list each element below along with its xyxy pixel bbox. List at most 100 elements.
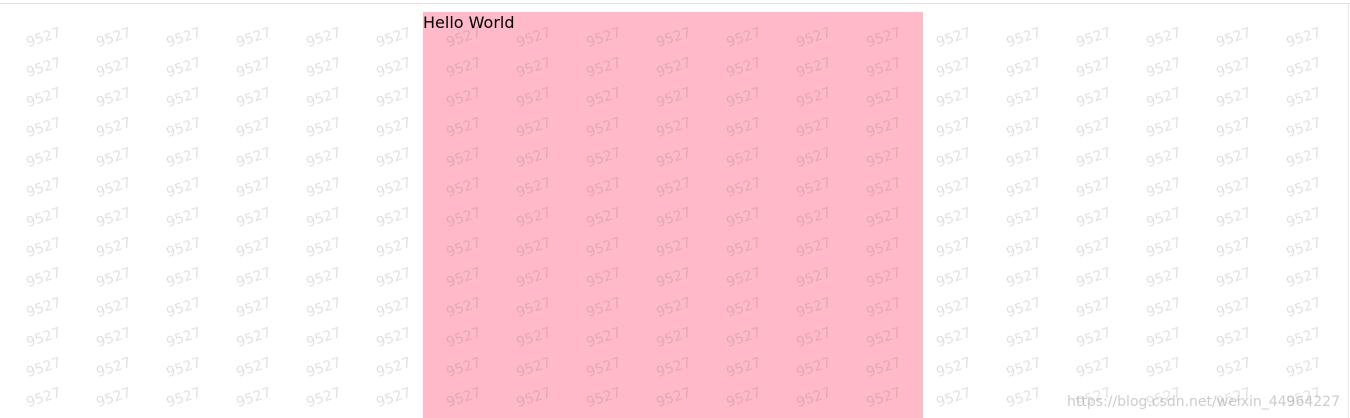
watermark-text: 9527 xyxy=(164,144,204,171)
watermark-text: 9527 xyxy=(94,264,134,291)
watermark-text: 9527 xyxy=(1074,294,1114,321)
watermark-text: 9527 xyxy=(234,54,274,81)
watermark-text: 9527 xyxy=(1284,84,1324,111)
watermark-text: 9527 xyxy=(94,144,134,171)
watermark-text: 9527 xyxy=(1144,294,1184,321)
watermark-text: 9527 xyxy=(1144,24,1184,51)
watermark-text: 9527 xyxy=(374,384,414,411)
watermark-text: 9527 xyxy=(234,264,274,291)
watermark-text: 9527 xyxy=(374,144,414,171)
watermark-text: 9527 xyxy=(94,24,134,51)
watermark-text: 9527 xyxy=(374,24,414,51)
watermark-text: 9527 xyxy=(94,324,134,351)
watermark-text: 9527 xyxy=(934,114,974,141)
watermark-text: 9527 xyxy=(234,84,274,111)
watermark-text: 9527 xyxy=(374,324,414,351)
watermark-text: 9527 xyxy=(934,294,974,321)
watermark-text: 9527 xyxy=(234,144,274,171)
watermark-text: 9527 xyxy=(234,324,274,351)
watermark-text: 9527 xyxy=(934,264,974,291)
watermark-text: 9527 xyxy=(1284,174,1324,201)
watermark-text: 9527 xyxy=(1004,354,1044,381)
watermark-text: 9527 xyxy=(1144,144,1184,171)
watermark-text: 9527 xyxy=(1284,354,1324,381)
watermark-text: 9527 xyxy=(94,354,134,381)
watermark-text: 9527 xyxy=(1144,324,1184,351)
watermark-text: 9527 xyxy=(1004,204,1044,231)
watermark-text: 9527 xyxy=(1284,294,1324,321)
watermark-text: 9527 xyxy=(1214,84,1254,111)
watermark-text: 9527 xyxy=(94,294,134,321)
watermark-text: 9527 xyxy=(304,384,344,411)
watermark-text: 9527 xyxy=(164,24,204,51)
watermark-text: 9527 xyxy=(1074,24,1114,51)
watermark-text: 9527 xyxy=(164,234,204,261)
watermark-text: 9527 xyxy=(1214,204,1254,231)
watermark-text: 9527 xyxy=(1284,144,1324,171)
hello-text: Hello World xyxy=(423,13,515,32)
watermark-text: 9527 xyxy=(234,384,274,411)
watermark-text: 9527 xyxy=(1144,354,1184,381)
watermark-text: 9527 xyxy=(1004,114,1044,141)
watermark-text: 9527 xyxy=(304,324,344,351)
watermark-text: 9527 xyxy=(304,294,344,321)
watermark-text: 9527 xyxy=(374,174,414,201)
watermark-text: 9527 xyxy=(1004,24,1044,51)
watermark-text: 9527 xyxy=(234,294,274,321)
watermark-text: 9527 xyxy=(164,54,204,81)
watermark-text: 9527 xyxy=(374,204,414,231)
watermark-text: 9527 xyxy=(1144,114,1184,141)
watermark-text: 9527 xyxy=(304,264,344,291)
watermark-text: 9527 xyxy=(1004,84,1044,111)
watermark-text: 9527 xyxy=(94,384,134,411)
watermark-text: 9527 xyxy=(1074,114,1114,141)
watermark-text: 9527 xyxy=(1144,174,1184,201)
watermark-text: 9527 xyxy=(1214,174,1254,201)
watermark-text: 9527 xyxy=(164,324,204,351)
watermark-text: 9527 xyxy=(1004,384,1044,411)
watermark-text: 9527 xyxy=(24,204,64,231)
watermark-text: 9527 xyxy=(934,24,974,51)
watermark-text: 9527 xyxy=(164,84,204,111)
watermark-text: 9527 xyxy=(24,354,64,381)
watermark-text: 9527 xyxy=(934,384,974,411)
watermark-text: 9527 xyxy=(1004,324,1044,351)
watermark-text: 9527 xyxy=(304,174,344,201)
watermark-text: 9527 xyxy=(24,384,64,411)
watermark-text: 9527 xyxy=(1214,54,1254,81)
watermark-text: 9527 xyxy=(1214,324,1254,351)
watermark-text: 9527 xyxy=(234,234,274,261)
watermark-text: 9527 xyxy=(164,384,204,411)
watermark-text: 9527 xyxy=(164,354,204,381)
watermark-text: 9527 xyxy=(1004,144,1044,171)
watermark-text: 9527 xyxy=(1214,294,1254,321)
watermark-text: 9527 xyxy=(934,204,974,231)
watermark-text: 9527 xyxy=(1004,264,1044,291)
watermark-text: 9527 xyxy=(1004,54,1044,81)
content-box: Hello World xyxy=(423,12,923,418)
watermark-text: 9527 xyxy=(24,24,64,51)
watermark-text: 9527 xyxy=(374,54,414,81)
watermark-text: 9527 xyxy=(374,264,414,291)
watermark-text: 9527 xyxy=(24,54,64,81)
watermark-text: 9527 xyxy=(1144,204,1184,231)
watermark-text: 9527 xyxy=(934,84,974,111)
watermark-text: 9527 xyxy=(1074,84,1114,111)
watermark-text: 9527 xyxy=(94,234,134,261)
watermark-text: 9527 xyxy=(24,144,64,171)
watermark-text: 9527 xyxy=(374,114,414,141)
watermark-text: 9527 xyxy=(94,174,134,201)
watermark-text: 9527 xyxy=(1284,54,1324,81)
watermark-text: 9527 xyxy=(1214,144,1254,171)
watermark-text: 9527 xyxy=(304,24,344,51)
watermark-text: 9527 xyxy=(94,204,134,231)
watermark-text: 9527 xyxy=(1074,354,1114,381)
watermark-text: 9527 xyxy=(1284,24,1324,51)
watermark-text: 9527 xyxy=(374,354,414,381)
watermark-text: 9527 xyxy=(1004,174,1044,201)
watermark-text: 9527 xyxy=(304,354,344,381)
watermark-text: 9527 xyxy=(1074,54,1114,81)
watermark-text: 9527 xyxy=(934,174,974,201)
watermark-text: 9527 xyxy=(234,204,274,231)
watermark-text: 9527 xyxy=(1284,264,1324,291)
